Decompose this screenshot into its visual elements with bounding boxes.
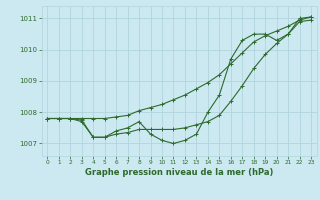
X-axis label: Graphe pression niveau de la mer (hPa): Graphe pression niveau de la mer (hPa) xyxy=(85,168,273,177)
